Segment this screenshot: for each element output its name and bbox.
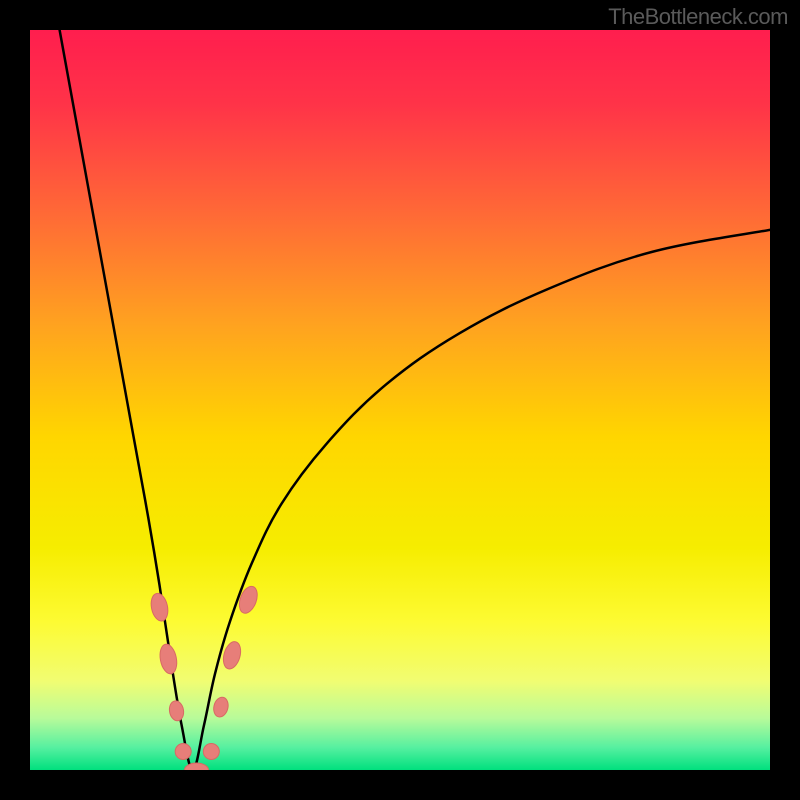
plot-frame (30, 30, 770, 770)
watermark-text: TheBottleneck.com (608, 4, 788, 30)
image-root: TheBottleneck.com (0, 0, 800, 800)
gradient-background (30, 30, 770, 770)
